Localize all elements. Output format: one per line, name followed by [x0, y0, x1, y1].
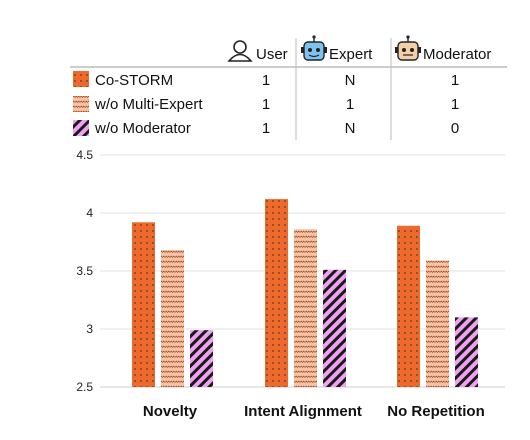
legend-label: Co-STORM	[95, 72, 173, 89]
y-axis-ticks: 2.5 3 3.5 4 4.5	[76, 148, 93, 394]
table-cell: 0	[451, 120, 459, 137]
table-cell: 1	[262, 96, 270, 113]
bar	[455, 317, 478, 387]
col-header-expert: Expert	[329, 46, 373, 63]
table-cell: N	[345, 120, 356, 137]
table-cell: N	[345, 72, 356, 89]
legend-swatch-moderator	[73, 120, 89, 136]
bar	[190, 330, 213, 387]
user-icon	[227, 40, 253, 62]
bar	[426, 260, 449, 387]
y-tick-label: 3	[86, 322, 93, 336]
bar	[397, 225, 420, 387]
x-tick-label: Novelty	[143, 403, 198, 420]
legend-label: w/o Multi-Expert	[94, 96, 203, 113]
table-cell: 1	[262, 120, 270, 137]
table-cell: 1	[451, 96, 459, 113]
col-header-moderator: Moderator	[423, 46, 491, 63]
y-tick-label: 2.5	[76, 380, 93, 394]
legend-label: w/o Moderator	[94, 120, 191, 137]
x-tick-label: No Repetition	[387, 403, 485, 420]
table-cell: 1	[262, 72, 270, 89]
x-tick-label: Intent Alignment	[244, 403, 362, 420]
bar	[161, 250, 184, 387]
bar	[294, 229, 317, 387]
y-tick-label: 3.5	[76, 264, 93, 278]
bar	[132, 222, 155, 387]
x-axis-labels: Novelty Intent Alignment No Repetition	[143, 403, 485, 420]
col-header-user: User	[256, 46, 288, 63]
table-cell: 1	[451, 72, 459, 89]
robot-expert-icon	[301, 35, 327, 61]
robot-moderator-icon	[395, 35, 421, 61]
y-tick-label: 4.5	[76, 148, 93, 162]
legend-swatch-multi-expert	[73, 96, 89, 112]
bars	[132, 199, 478, 387]
legend-swatch-costorm	[73, 71, 89, 87]
y-tick-label: 4	[86, 206, 93, 220]
table-cell: 1	[346, 96, 354, 113]
bar	[323, 269, 346, 387]
table-cells: 1 N 1 1 1 1 1 N 0	[262, 72, 459, 137]
legend-table: User Expert Moderator	[70, 35, 507, 140]
bar	[265, 199, 288, 387]
